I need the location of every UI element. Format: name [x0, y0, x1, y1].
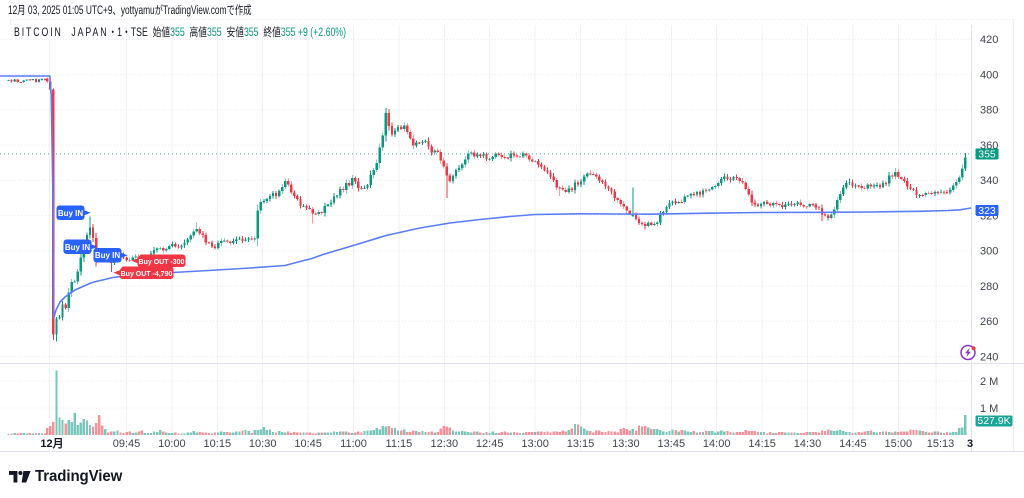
- svg-text:11:15: 11:15: [386, 438, 413, 450]
- svg-text:10:15: 10:15: [204, 438, 232, 450]
- svg-text:10:30: 10:30: [249, 438, 277, 450]
- svg-text:355: 355: [978, 149, 996, 161]
- svg-text:12:45: 12:45: [476, 438, 504, 450]
- svg-text:15:00: 15:00: [885, 438, 913, 450]
- svg-text:10:00: 10:00: [158, 438, 186, 450]
- svg-text:300: 300: [980, 246, 998, 258]
- svg-text:12:30: 12:30: [431, 438, 459, 450]
- svg-text:09:45: 09:45: [113, 438, 141, 450]
- svg-text:15:13: 15:13: [927, 438, 955, 450]
- svg-text:14:30: 14:30: [794, 438, 822, 450]
- svg-text:Buy IN: Buy IN: [95, 251, 121, 260]
- svg-text:260: 260: [980, 316, 998, 328]
- svg-text:14:15: 14:15: [748, 438, 776, 450]
- svg-text:13:30: 13:30: [612, 438, 640, 450]
- svg-text:12月: 12月: [40, 437, 63, 450]
- svg-text:527.9K: 527.9K: [977, 415, 1010, 427]
- svg-text:400: 400: [980, 69, 998, 81]
- svg-text:280: 280: [980, 281, 998, 293]
- svg-text:10:45: 10:45: [294, 438, 322, 450]
- svg-text:Buy IN: Buy IN: [65, 243, 91, 252]
- svg-text:Buy OUT -300: Buy OUT -300: [139, 259, 185, 266]
- svg-text:13:45: 13:45: [658, 438, 686, 450]
- svg-text:2 M: 2 M: [980, 376, 998, 388]
- svg-text:420: 420: [980, 34, 998, 46]
- svg-text:14:00: 14:00: [703, 438, 731, 450]
- svg-text:1 M: 1 M: [980, 403, 998, 415]
- svg-text:323: 323: [978, 205, 996, 217]
- svg-text:380: 380: [980, 105, 998, 117]
- svg-text:11:00: 11:00: [340, 438, 367, 450]
- svg-text:14:45: 14:45: [839, 438, 867, 450]
- svg-text:Buy IN: Buy IN: [58, 209, 84, 218]
- svg-text:3: 3: [967, 438, 973, 450]
- svg-text:240: 240: [980, 351, 998, 363]
- svg-text:13:00: 13:00: [521, 438, 549, 450]
- svg-text:13:15: 13:15: [567, 438, 595, 450]
- svg-text:340: 340: [980, 175, 998, 187]
- svg-text:Buy OUT -4,790: Buy OUT -4,790: [121, 271, 173, 278]
